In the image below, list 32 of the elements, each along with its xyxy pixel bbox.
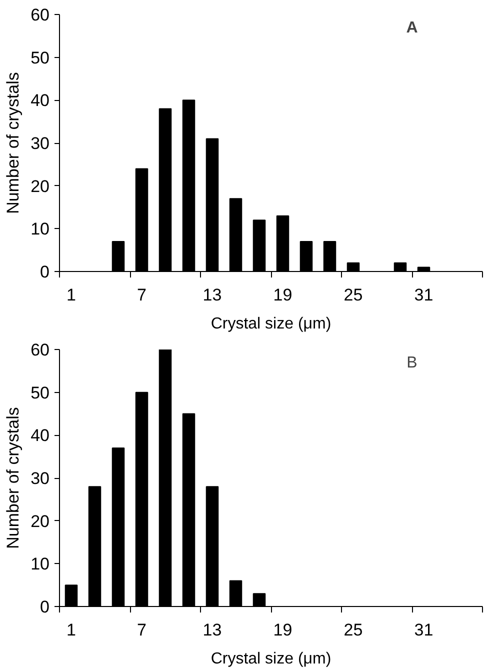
y-tick-label: 20 — [30, 512, 50, 531]
x-axis-title: Crystal size (μm) — [210, 316, 332, 332]
y-tick-label: 40 — [30, 426, 50, 446]
y-tick-label: 50 — [30, 48, 50, 68]
annotation: B — [406, 354, 418, 372]
x-tick-label: 13 — [202, 286, 222, 304]
x-tick-label: 25 — [344, 620, 363, 640]
y-tick-label: 60 — [30, 6, 50, 24]
x-tick-label: 19 — [273, 620, 292, 640]
y-tick-label: 0 — [40, 262, 50, 282]
x-tick-label: 19 — [273, 286, 292, 304]
x-tick-label: 31 — [414, 286, 434, 304]
y-axis-title: Number of crystals — [4, 72, 23, 214]
x-tick-label: 13 — [202, 620, 222, 640]
y-tick-label: 50 — [30, 383, 50, 402]
y-tick-label: 30 — [30, 469, 50, 488]
annotation: A — [406, 20, 418, 36]
x-tick-label: 31 — [414, 620, 434, 640]
x-tick-label: 7 — [137, 620, 146, 640]
y-axis-title: Number of crystals — [4, 407, 23, 549]
y-tick-label: 30 — [30, 134, 50, 153]
x-axis-title: Crystal size (μm) — [210, 650, 332, 668]
y-tick-label: 0 — [40, 598, 50, 616]
x-tick-label: 7 — [137, 286, 146, 304]
y-tick-label: 40 — [30, 91, 50, 110]
x-tick-label: 25 — [344, 286, 363, 304]
x-tick-label: 1 — [66, 286, 76, 304]
x-tick-label: 1 — [66, 620, 76, 640]
y-tick-label: 10 — [30, 554, 50, 574]
y-tick-label: 60 — [30, 340, 50, 360]
y-tick-label: 20 — [30, 176, 50, 196]
y-tick-label: 10 — [30, 220, 50, 239]
